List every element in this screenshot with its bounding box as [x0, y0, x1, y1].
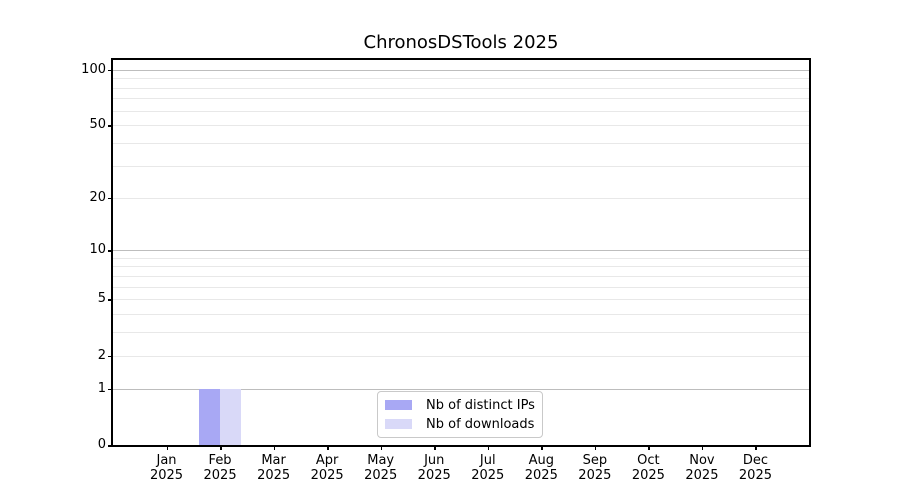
- legend-item-downloads: Nb of downloads: [385, 417, 542, 432]
- y-tick-label: 0: [97, 437, 106, 452]
- y-tick-mark: [108, 125, 113, 127]
- legend: Nb of distinct IPs Nb of downloads: [377, 391, 543, 438]
- x-tick-label: Jun 2025: [402, 453, 466, 483]
- bar-distinct-ips: [198, 388, 221, 445]
- legend-swatch-downloads-icon: [385, 419, 412, 429]
- gridline-minor: [113, 332, 809, 334]
- x-tick-month: Mar: [261, 453, 286, 468]
- x-tick-year: 2025: [631, 468, 665, 483]
- x-tick-month: Jun: [424, 453, 445, 468]
- x-tick-year: 2025: [417, 468, 451, 483]
- y-tick-mark: [108, 445, 113, 447]
- x-tick-year: 2025: [471, 468, 505, 483]
- chart-title: ChronosDSTools 2025: [363, 32, 559, 53]
- x-tick-label: May 2025: [349, 453, 413, 483]
- gridline-minor: [113, 275, 809, 277]
- x-tick-mark: [220, 445, 222, 450]
- x-tick-month: Jan: [156, 453, 177, 468]
- x-tick-mark: [327, 445, 329, 450]
- x-tick-label: Aug 2025: [509, 453, 573, 483]
- x-tick-month: Jul: [479, 453, 496, 468]
- y-tick-label: 2: [97, 347, 106, 363]
- x-tick-year: 2025: [685, 468, 719, 483]
- x-tick-label: Dec 2025: [723, 453, 787, 483]
- gridline-minor: [113, 197, 809, 199]
- y-tick-label: 10: [89, 242, 106, 258]
- x-tick-month: Aug: [528, 453, 554, 468]
- y-tick-mark: [108, 197, 113, 199]
- y-tick-label: 5: [97, 291, 106, 307]
- gridline-minor: [113, 257, 809, 259]
- x-tick-month: Feb: [208, 453, 232, 468]
- x-tick-year: 2025: [310, 468, 344, 483]
- gridline-minor: [113, 110, 809, 112]
- y-tick-mark: [108, 299, 113, 301]
- x-tick-year: 2025: [203, 468, 237, 483]
- x-tick-mark: [594, 445, 597, 450]
- x-tick-mark: [273, 445, 276, 450]
- gridline-minor: [113, 98, 809, 100]
- x-tick-label: Apr 2025: [295, 453, 359, 483]
- y-tick-label: 50: [89, 117, 106, 133]
- gridline-minor: [113, 314, 809, 316]
- x-tick-mark: [166, 445, 169, 450]
- gridline-minor: [113, 143, 809, 145]
- gridline-minor: [113, 355, 809, 357]
- plot-area: [113, 60, 809, 445]
- x-tick-label: Feb 2025: [188, 453, 252, 483]
- gridline-minor: [113, 125, 809, 127]
- x-tick-mark: [487, 445, 490, 450]
- y-tick-label: 20: [89, 189, 106, 205]
- x-tick-mark: [648, 445, 650, 450]
- x-tick-month: Oct: [637, 453, 660, 468]
- x-tick-month: Sep: [582, 453, 608, 468]
- x-tick-year: 2025: [524, 468, 558, 483]
- x-tick-year: 2025: [364, 468, 398, 483]
- x-tick-mark: [434, 445, 436, 450]
- x-tick-year: 2025: [738, 468, 772, 483]
- x-tick-mark: [701, 445, 704, 450]
- x-tick-year: 2025: [578, 468, 612, 483]
- x-tick-label: Jan 2025: [135, 453, 199, 483]
- gridline-minor: [113, 299, 809, 301]
- x-tick-year: 2025: [257, 468, 291, 483]
- gridline-minor: [113, 286, 809, 288]
- x-tick-mark: [541, 445, 543, 450]
- x-tick-mark: [380, 445, 383, 450]
- y-tick-mark: [108, 250, 113, 252]
- x-tick-year: 2025: [149, 468, 184, 483]
- legend-swatch-distinct-ips-icon: [385, 400, 412, 410]
- gridline-minor: [113, 78, 809, 80]
- x-tick-label: Sep 2025: [563, 453, 627, 483]
- gridline-major: [113, 388, 809, 390]
- gridline-minor: [113, 87, 809, 89]
- x-tick-label: Jul 2025: [456, 453, 520, 483]
- y-tick-mark: [108, 69, 113, 72]
- bar-downloads: [220, 388, 242, 445]
- x-tick-mark: [755, 445, 757, 450]
- x-tick-label: Nov 2025: [670, 453, 734, 483]
- gridline-minor: [113, 266, 809, 268]
- y-tick-mark: [108, 388, 113, 391]
- y-tick-label: 100: [81, 61, 106, 77]
- x-tick-label: Oct 2025: [616, 453, 680, 483]
- legend-label-distinct-ips: Nb of distinct IPs: [426, 397, 535, 413]
- x-tick-month: May: [367, 453, 395, 468]
- y-tick-mark: [108, 355, 113, 358]
- gridline-minor: [113, 165, 809, 167]
- x-tick-month: Nov: [689, 453, 715, 468]
- legend-item-distinct-ips: Nb of distinct IPs: [385, 398, 542, 413]
- x-tick-label: Mar 2025: [242, 453, 306, 483]
- x-tick-month: Dec: [742, 453, 769, 468]
- gridline-major: [113, 250, 809, 252]
- x-tick-month: Apr: [315, 453, 339, 468]
- legend-label-downloads: Nb of downloads: [426, 416, 535, 432]
- gridline-major: [113, 69, 809, 71]
- y-tick-label: 1: [97, 380, 106, 396]
